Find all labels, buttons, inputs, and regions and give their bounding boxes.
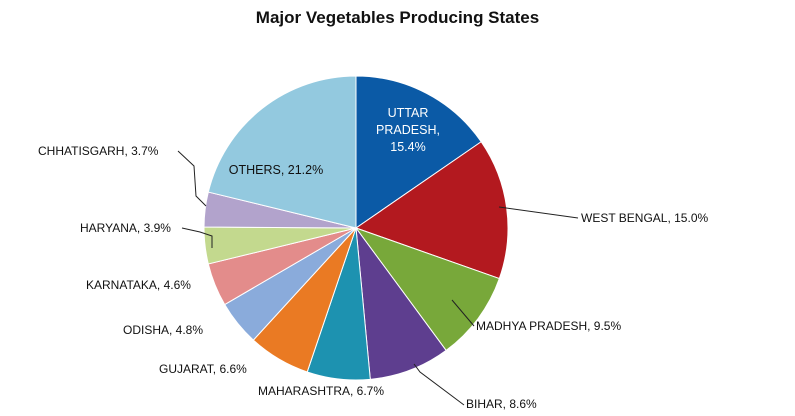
pie-slice-madhya-pradesh xyxy=(354,226,500,352)
pie-slice-uttar-pradesh xyxy=(355,75,482,229)
slice-label-maharashtra: MAHARASHTRA, 6.7% xyxy=(258,384,384,398)
slice-label-bihar: BIHAR, 8.6% xyxy=(466,397,537,411)
slice-label-haryana: HARYANA, 3.9% xyxy=(80,221,171,235)
leader-line-west-bengal xyxy=(498,206,579,219)
slice-label-uttar-pradesh: UTTAR PRADESH, 15.4% xyxy=(376,106,440,154)
leader-line-madhya-pradesh xyxy=(451,299,475,327)
slice-label-odisha: ODISHA, 4.8% xyxy=(123,323,203,337)
leader-line-chhatisgarh xyxy=(177,150,207,207)
slice-label-chhatisgarh: CHHATISGARH, 3.7% xyxy=(38,144,159,158)
leader-line-bihar xyxy=(413,363,465,406)
slice-label-madhya-pradesh: MADHYA PRADESH, 9.5% xyxy=(476,319,621,333)
slice-label-others: OTHERS, 21.2% xyxy=(229,163,323,177)
leader-line-haryana xyxy=(181,227,213,248)
slice-label-gujarat: GUJARAT, 6.6% xyxy=(159,362,247,376)
slice-label-west-bengal: WEST BENGAL, 15.0% xyxy=(581,211,708,225)
chart-title: Major Vegetables Producing States xyxy=(255,8,540,27)
pie-slice-others xyxy=(207,75,357,229)
slice-label-karnataka: KARNATAKA, 4.6% xyxy=(86,278,191,292)
